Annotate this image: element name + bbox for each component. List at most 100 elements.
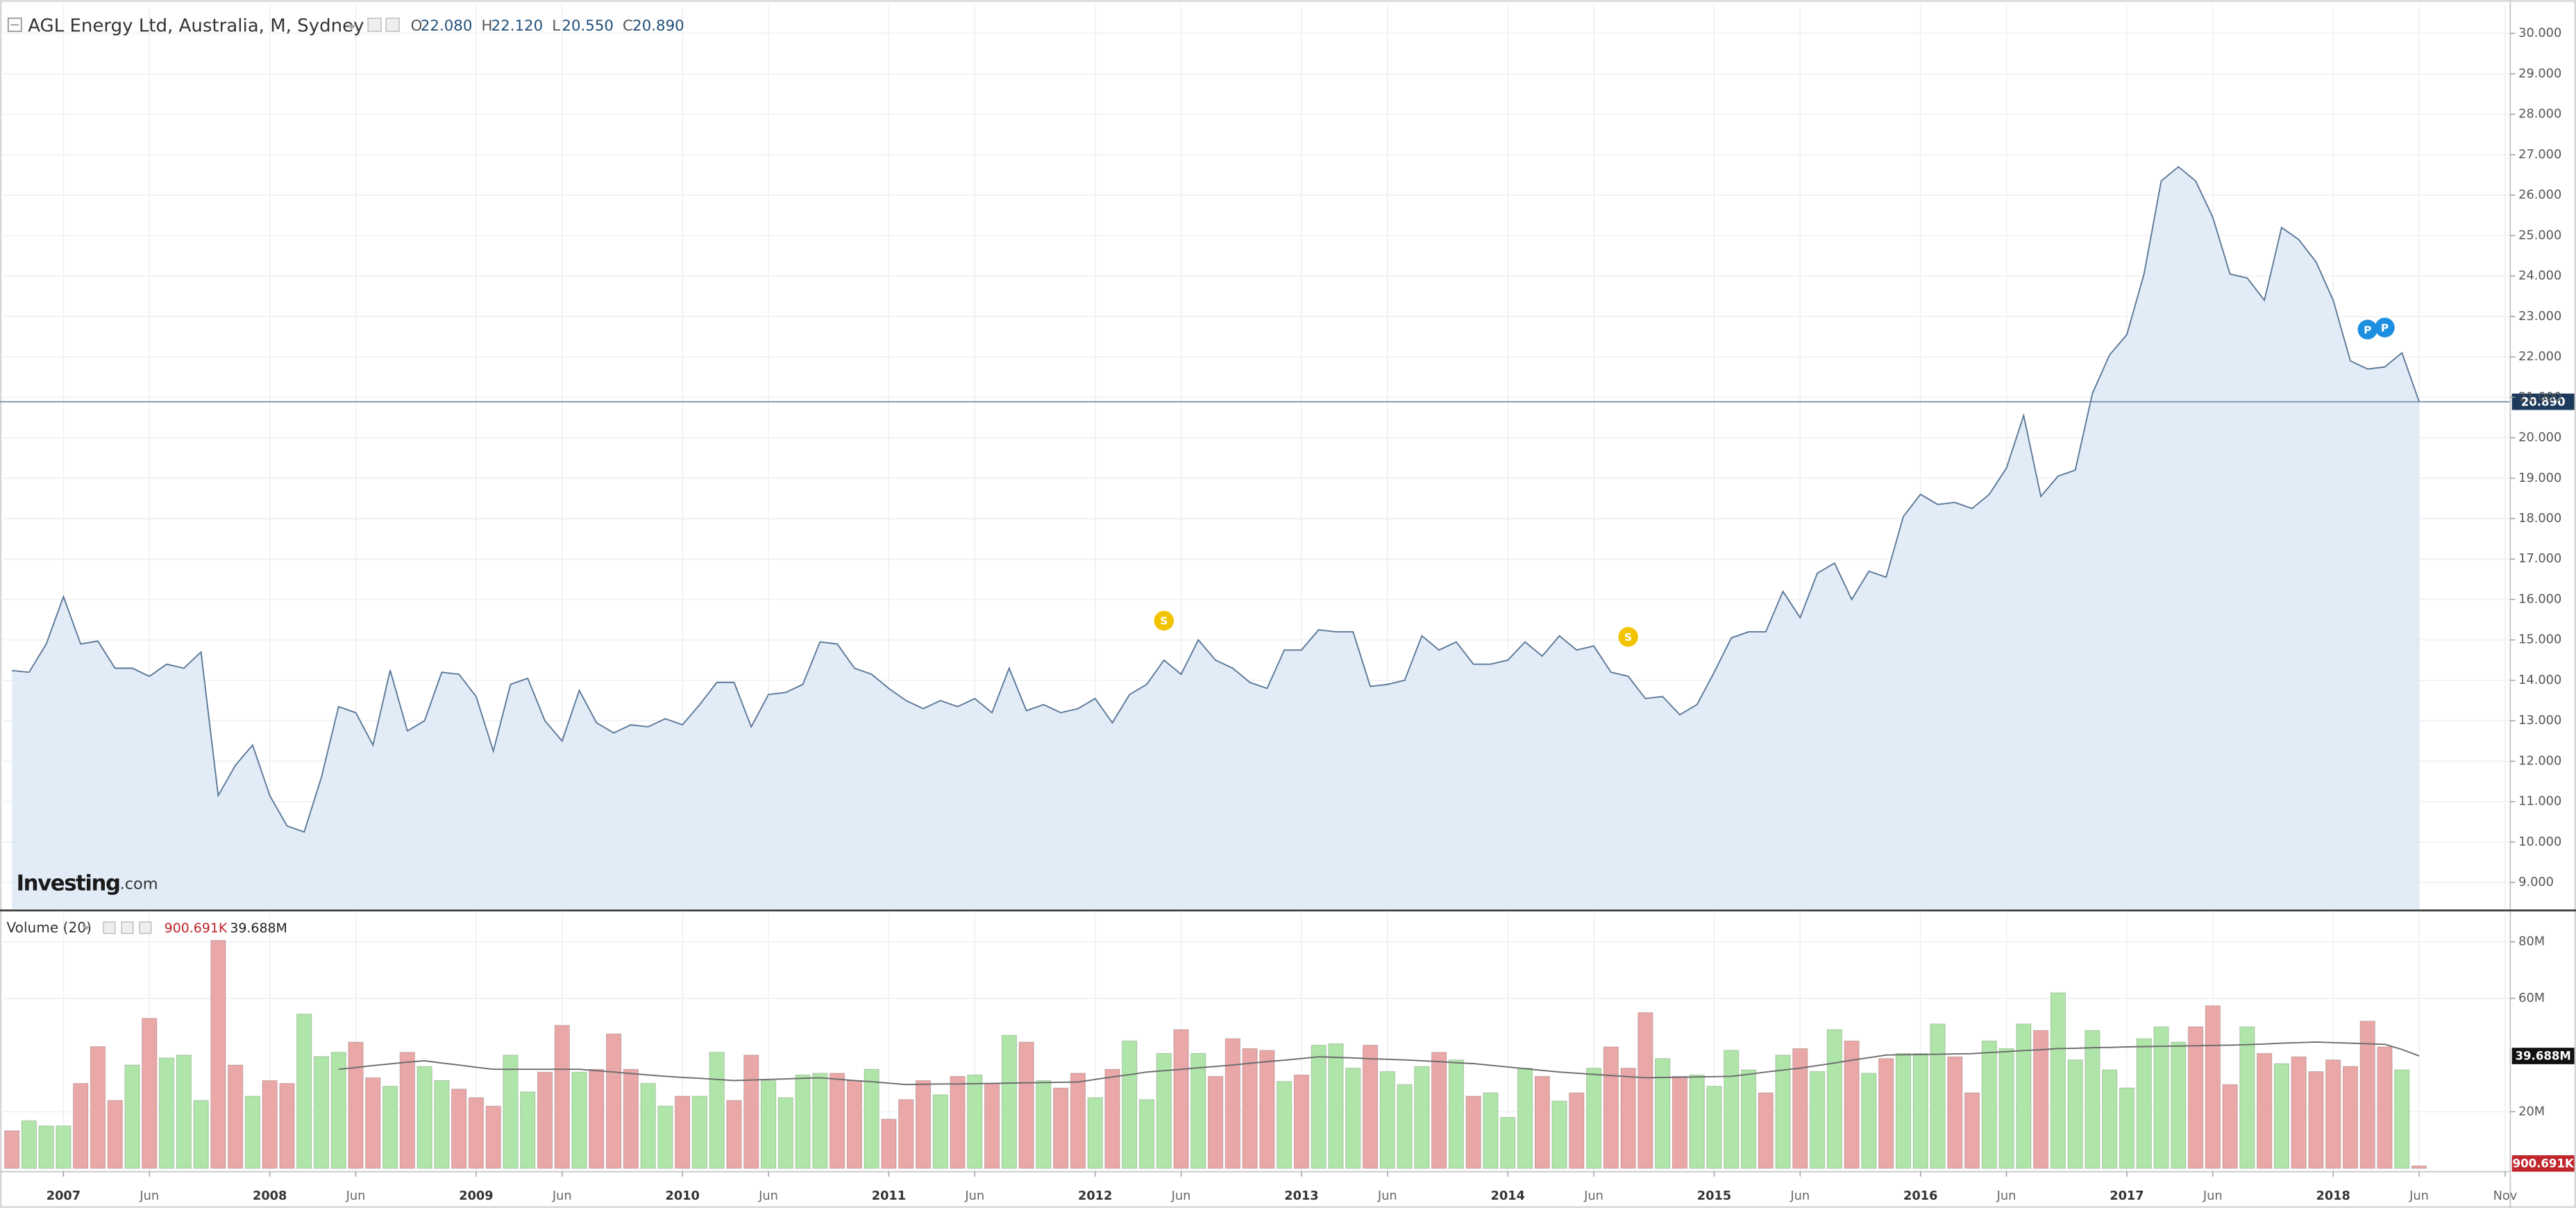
volume-bar xyxy=(330,1052,346,1169)
volume-bar xyxy=(1534,1075,1550,1169)
x-tick-label: 2013 xyxy=(1284,1189,1318,1203)
ohlc-prefix: H xyxy=(481,17,492,35)
volume-bar xyxy=(2050,992,2066,1169)
volume-bar xyxy=(915,1080,932,1169)
volume-bar xyxy=(829,1073,845,1169)
volume-bar xyxy=(1311,1044,1327,1169)
volume-bar xyxy=(1551,1100,1567,1169)
ma-badge: 39.688M xyxy=(2516,1050,2571,1063)
volume-bar xyxy=(1053,1087,1069,1169)
volume-bar xyxy=(1277,1081,1293,1169)
volume-bar xyxy=(2136,1038,2152,1169)
volume-bar xyxy=(107,1100,123,1169)
volume-bar xyxy=(1242,1048,1258,1169)
event-marker xyxy=(2375,317,2395,337)
moving-average-line xyxy=(338,1041,2420,1086)
x-tick-label: Jun xyxy=(1377,1189,1397,1203)
volume-bar xyxy=(640,1083,656,1169)
volume-bar xyxy=(158,1057,175,1169)
event-marker xyxy=(2357,319,2377,339)
ohlc-prefix: L xyxy=(552,17,560,35)
collapse-button[interactable] xyxy=(7,17,22,33)
x-tick-label: 2015 xyxy=(1697,1189,1731,1203)
y-tick-label: 21.000 xyxy=(2518,390,2561,404)
volume-bar xyxy=(2273,1063,2290,1169)
volume-bar xyxy=(812,1073,828,1169)
volume-bar xyxy=(176,1055,192,1169)
volume-bar xyxy=(932,1094,948,1169)
x-tick-label: 2018 xyxy=(2316,1189,2350,1203)
settings-button[interactable] xyxy=(367,17,382,32)
volume-bar xyxy=(1138,1099,1155,1169)
x-tick-label: 2009 xyxy=(459,1189,493,1203)
y-tick-label: 9.000 xyxy=(2518,875,2554,889)
volume-bar xyxy=(777,1097,793,1169)
volume-bar xyxy=(1964,1092,1980,1169)
close-button[interactable] xyxy=(139,921,152,934)
volume-bar xyxy=(1328,1043,1344,1169)
y-tick-label: 27.000 xyxy=(2518,148,2561,162)
last-price-badge: 20.890 xyxy=(2521,395,2566,408)
volume-bar xyxy=(21,1120,37,1169)
hide-button[interactable] xyxy=(385,17,400,32)
volume-bar xyxy=(554,1025,570,1169)
volume-title: Volume (20) xyxy=(6,919,91,936)
volume-bar xyxy=(1018,1041,1034,1169)
x-tick-label: 2014 xyxy=(1490,1189,1524,1203)
volume-bar xyxy=(1998,1048,2014,1169)
y-tick-label: 10.000 xyxy=(2518,835,2561,849)
volume-bar xyxy=(210,940,226,1169)
volume-bar xyxy=(1293,1074,1310,1169)
x-tick-label: Jun xyxy=(2409,1189,2429,1203)
volume-bar xyxy=(2085,1030,2101,1169)
event-label: P xyxy=(2381,321,2389,334)
volume-badge-bg xyxy=(2511,1155,2575,1172)
dropdown-arrow[interactable] xyxy=(82,925,91,930)
x-tick-label: Nov xyxy=(2493,1189,2518,1203)
volume-bar xyxy=(950,1075,966,1169)
y-tick-label: 14.000 xyxy=(2518,673,2561,687)
volume-bar xyxy=(142,1018,158,1169)
y-tick-label: 23.000 xyxy=(2518,310,2561,324)
x-tick-label: Jun xyxy=(139,1189,159,1203)
event-label: P xyxy=(2364,324,2371,336)
brand-logo: Investing.com xyxy=(17,871,158,896)
volume-bar xyxy=(1122,1040,1138,1169)
y-tick-label: 20.000 xyxy=(2518,431,2561,445)
volume-bar xyxy=(726,1100,742,1169)
dropdown-arrow[interactable] xyxy=(346,24,357,30)
volume-bar xyxy=(1672,1075,1688,1169)
volume-bar xyxy=(571,1071,587,1169)
settings-button[interactable] xyxy=(103,921,116,934)
volume-bar xyxy=(1190,1052,1206,1169)
volume-bar xyxy=(382,1086,398,1169)
volume-bar xyxy=(1620,1068,1636,1169)
volume-bar xyxy=(1585,1068,1602,1169)
volume-bar xyxy=(709,1052,725,1169)
y-tick-label: 60M xyxy=(2518,991,2545,1005)
volume-bar xyxy=(1603,1046,1619,1169)
volume-bar xyxy=(399,1052,415,1169)
chart-title: AGL Energy Ltd, Australia, M, Sydney xyxy=(28,16,364,37)
hide-button[interactable] xyxy=(121,921,134,934)
volume-bar xyxy=(657,1105,673,1169)
volume-bar xyxy=(846,1080,863,1169)
volume-bar xyxy=(984,1083,1000,1169)
legend-value: 39.688M xyxy=(230,921,287,936)
volume-bar xyxy=(2239,1026,2255,1169)
x-tick-label: Jun xyxy=(758,1189,778,1203)
volume-bar xyxy=(795,1074,811,1169)
volume-bar xyxy=(881,1118,897,1169)
volume-bar xyxy=(1087,1097,1103,1169)
volume-bar xyxy=(2256,1052,2273,1169)
x-tick-label: 2011 xyxy=(872,1189,906,1203)
y-tick-label: 15.000 xyxy=(2518,633,2561,647)
volume-bar xyxy=(1173,1029,1189,1169)
last-price-badge-bg xyxy=(2511,393,2575,410)
volume-bar xyxy=(434,1080,450,1169)
volume-bar xyxy=(262,1080,278,1169)
volume-bar xyxy=(1379,1071,1395,1169)
line xyxy=(12,166,2420,833)
